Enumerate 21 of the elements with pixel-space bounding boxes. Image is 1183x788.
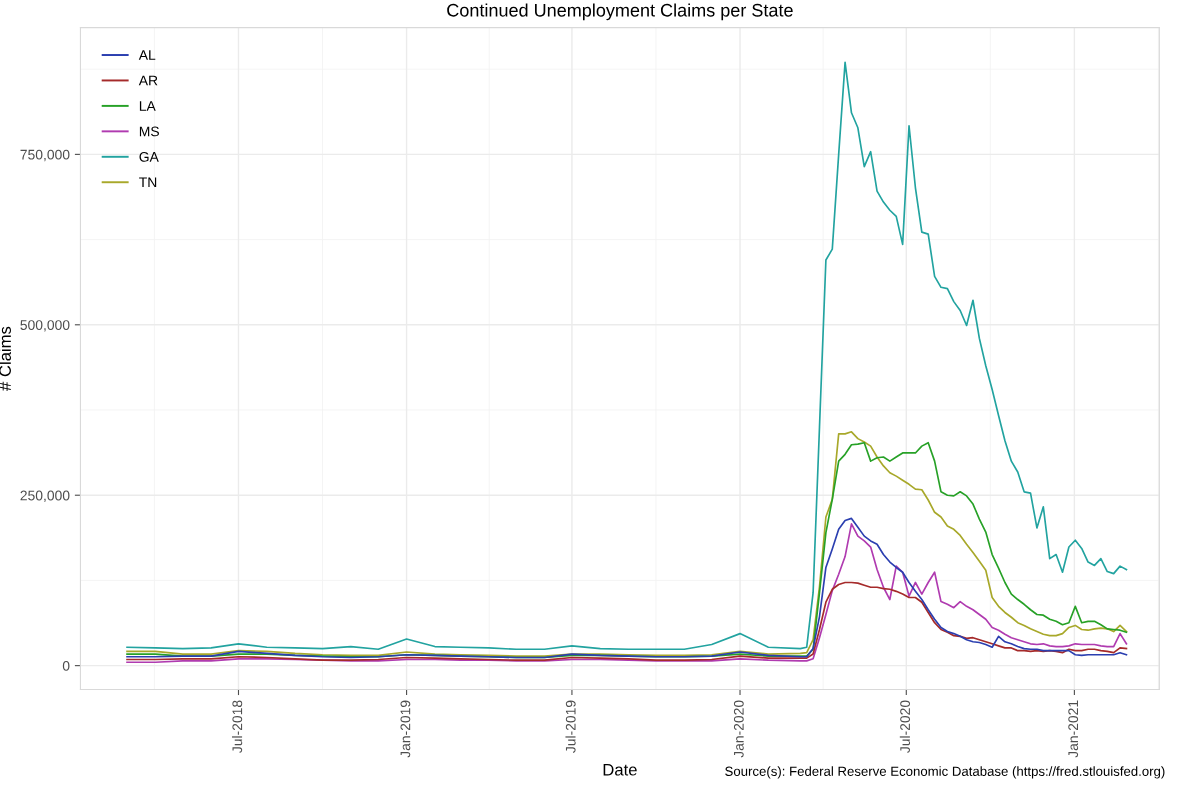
- y-tick-label: 250,000: [20, 490, 70, 503]
- y-tick-label: 750,000: [20, 149, 70, 162]
- line-series: [126, 581, 1128, 662]
- y-tick-label: 0: [62, 660, 70, 671]
- line-series: [126, 61, 1128, 651]
- legend-label: AL: [138, 50, 156, 60]
- x-tick-label: Jan-2019: [400, 700, 411, 758]
- x-axis-title: Date: [603, 763, 637, 776]
- y-tick-label: 500,000: [20, 320, 70, 332]
- legend-label: LA: [139, 101, 156, 111]
- legend-label: AR: [138, 75, 158, 86]
- x-tick-label: Jul-2020: [899, 700, 911, 753]
- source-note: Source(s): Federal Reserve Economic Database (https://fred.stlouisfed.org): [725, 766, 1165, 779]
- legend-label: TN: [139, 177, 157, 188]
- x-tick-label: Jan-2020: [733, 700, 744, 758]
- legend-label: GA: [139, 151, 159, 162]
- x-tick-label: Jan-2021: [1068, 700, 1079, 758]
- x-tick-label: Jul-2018: [232, 700, 243, 753]
- legend-label: MS: [139, 126, 159, 137]
- chart-title: Continued Unemployment Claims per State: [447, 3, 793, 21]
- x-tick-label: Jul-2019: [565, 700, 576, 753]
